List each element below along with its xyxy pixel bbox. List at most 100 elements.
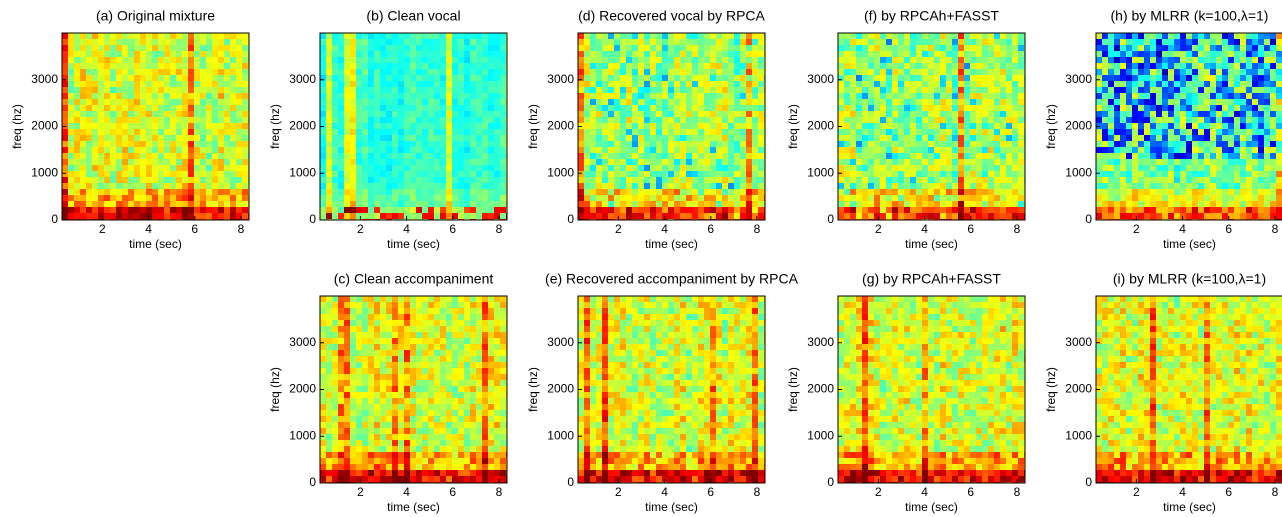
spectrogram-cell [206, 165, 212, 171]
spectrogram-cell [976, 153, 982, 159]
spectrogram-cell [644, 147, 650, 153]
spectrogram-cell [710, 195, 716, 201]
spectrogram-cell [386, 123, 392, 129]
spectrogram-cell [1222, 51, 1228, 57]
spectrogram-cell [476, 129, 482, 135]
spectrogram-cell [476, 171, 482, 177]
spectrogram-cell [1120, 51, 1126, 57]
spectrogram-cell [1162, 117, 1168, 123]
spectrogram-cell [958, 39, 964, 45]
spectrogram-cell [452, 135, 458, 141]
spectrogram-cell [578, 51, 584, 57]
spectrogram-cell [428, 207, 434, 213]
spectrogram-cell [92, 171, 98, 177]
spectrogram-cell [1018, 111, 1024, 117]
spectrogram-cell [350, 99, 356, 105]
spectrogram-cell [1132, 153, 1138, 159]
spectrogram-cell [680, 189, 686, 195]
spectrogram-cell [704, 135, 710, 141]
spectrogram-cell [928, 93, 934, 99]
spectrogram-cell [590, 75, 596, 81]
x-axis-label: time (sec) [645, 237, 698, 251]
spectrogram-cell [958, 123, 964, 129]
spectrogram-cell [874, 117, 880, 123]
spectrogram-cell [176, 213, 182, 219]
spectrogram-cell [716, 171, 722, 177]
spectrogram-cell [850, 165, 856, 171]
spectrogram-cell [68, 57, 74, 63]
spectrogram-cell [434, 141, 440, 147]
spectrogram-cell [344, 105, 350, 111]
spectrogram-cell [62, 93, 68, 99]
spectrogram-cell [728, 57, 734, 63]
spectrogram-cell [146, 159, 152, 165]
spectrogram-cell [332, 207, 338, 213]
spectrogram-cell [356, 129, 362, 135]
spectrogram-cell [212, 201, 218, 207]
spectrogram-cell [170, 39, 176, 45]
spectrogram-cell [674, 141, 680, 147]
spectrogram-cell [620, 201, 626, 207]
spectrogram-cell [86, 129, 92, 135]
spectrogram-cell [964, 87, 970, 93]
spectrogram-cell [674, 159, 680, 165]
spectrogram-cell [952, 45, 958, 51]
spectrogram-cell [626, 57, 632, 63]
spectrogram-cell [584, 129, 590, 135]
spectrogram-cell [952, 141, 958, 147]
spectrogram-cell [704, 129, 710, 135]
spectrogram-cell [1096, 69, 1102, 75]
spectrogram-cell [874, 57, 880, 63]
spectrogram-cell [1204, 51, 1210, 57]
spectrogram-cell [218, 177, 224, 183]
spectrogram-cell [422, 45, 428, 51]
spectrogram-cell [1204, 177, 1210, 183]
spectrogram-cell [134, 51, 140, 57]
spectrogram-cell [1132, 33, 1138, 39]
spectrogram-cell [904, 57, 910, 63]
spectrogram-cell [1210, 153, 1216, 159]
spectrogram-cell [596, 57, 602, 63]
spectrogram-cell [386, 81, 392, 87]
spectrogram-cell [188, 123, 194, 129]
spectrogram-cell [1186, 135, 1192, 141]
spectrogram-cell [110, 189, 116, 195]
spectrogram-cell [862, 75, 868, 81]
spectrogram-cell [374, 135, 380, 141]
spectrogram-cell [850, 183, 856, 189]
spectrogram-cell [590, 57, 596, 63]
spectrogram-cell [958, 69, 964, 75]
spectrogram-cell [74, 93, 80, 99]
spectrogram-cell [218, 99, 224, 105]
spectrogram-cell [458, 69, 464, 75]
spectrogram-cell [1168, 93, 1174, 99]
spectrogram-cell [326, 81, 332, 87]
spectrogram-cell [734, 99, 740, 105]
spectrogram-cell [1150, 165, 1156, 171]
spectrogram-cell [868, 57, 874, 63]
spectrogram-cell [674, 147, 680, 153]
spectrogram-cell [656, 105, 662, 111]
spectrogram-cell [110, 177, 116, 183]
spectrogram-cell [458, 171, 464, 177]
spectrogram-cell [392, 57, 398, 63]
spectrogram-cell [946, 177, 952, 183]
spectrogram-cell [374, 183, 380, 189]
spectrogram-cell [218, 87, 224, 93]
spectrogram-cell [488, 69, 494, 75]
spectrogram-cell [452, 39, 458, 45]
spectrogram-cell [452, 69, 458, 75]
spectrogram-cell [590, 213, 596, 219]
spectrogram-cell [452, 183, 458, 189]
spectrogram-cell [488, 183, 494, 189]
spectrogram-cell [428, 195, 434, 201]
spectrogram-cell [362, 81, 368, 87]
spectrogram-cell [494, 57, 500, 63]
spectrogram-cell [886, 189, 892, 195]
spectrogram-cell [1180, 63, 1186, 69]
spectrogram-cell [1120, 111, 1126, 117]
spectrogram-cell [362, 39, 368, 45]
spectrogram-cell [74, 87, 80, 93]
spectrogram-cell [608, 51, 614, 57]
spectrogram-cell [398, 165, 404, 171]
